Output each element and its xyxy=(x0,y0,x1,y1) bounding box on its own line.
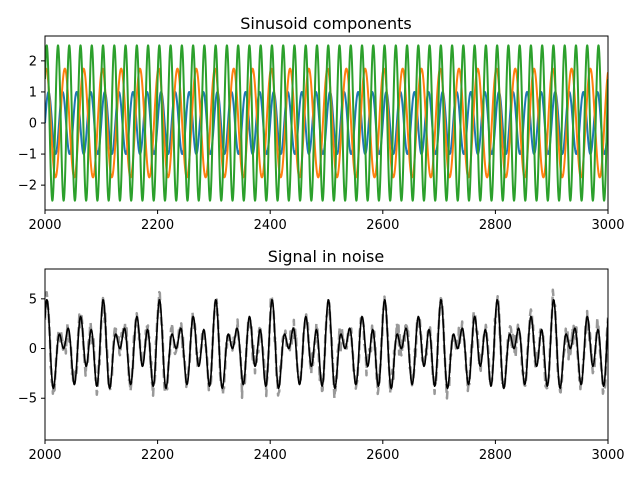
x-tick-label: 2000 xyxy=(28,218,61,233)
top-y-axis: −2 −1 0 1 2 xyxy=(18,54,45,194)
y-tick-label: 2 xyxy=(29,54,37,69)
clean-signal-line xyxy=(45,299,608,390)
y-tick-label: 0 xyxy=(29,342,37,357)
x-tick-label: 2400 xyxy=(254,218,287,233)
top-plot-area xyxy=(45,44,608,202)
top-x-axis: 2000 2200 2400 2600 2800 3000 xyxy=(28,210,625,233)
y-tick-label: 1 xyxy=(29,85,37,100)
y-tick-label: −2 xyxy=(18,179,37,194)
bottom-y-axis: −5 0 5 xyxy=(18,292,45,407)
bottom-axes-frame xyxy=(44,268,609,441)
top-chart-title: Sinusoid components xyxy=(240,14,412,33)
bottom-chart-title: Signal in noise xyxy=(268,247,384,266)
top-chart: Sinusoid components 2000 2200 2400 2600 2800… xyxy=(18,14,625,233)
sinusoid-series-line-3 xyxy=(45,44,608,202)
x-tick-label: 3000 xyxy=(591,218,624,233)
x-tick-label: 2600 xyxy=(366,448,399,463)
bottom-chart: Signal in noise 2000 2200 2400 2600 2800 3000… xyxy=(18,247,625,463)
x-tick-label: 2200 xyxy=(141,448,174,463)
x-tick-label: 2200 xyxy=(141,218,174,233)
x-tick-label: 2000 xyxy=(28,448,61,463)
x-tick-label: 2800 xyxy=(479,218,512,233)
bottom-x-axis: 2000 2200 2400 2600 2800 3000 xyxy=(28,440,625,463)
x-tick-label: 2600 xyxy=(366,218,399,233)
x-tick-label: 2400 xyxy=(254,448,287,463)
y-tick-label: −5 xyxy=(18,392,37,407)
x-tick-label: 2800 xyxy=(479,448,512,463)
sinusoid-series-line-1 xyxy=(45,90,608,156)
y-tick-label: −1 xyxy=(18,148,37,163)
y-tick-label: 5 xyxy=(29,292,37,307)
x-tick-label: 3000 xyxy=(591,448,624,463)
y-tick-label: 0 xyxy=(29,117,37,132)
bottom-plot-area xyxy=(45,288,608,400)
